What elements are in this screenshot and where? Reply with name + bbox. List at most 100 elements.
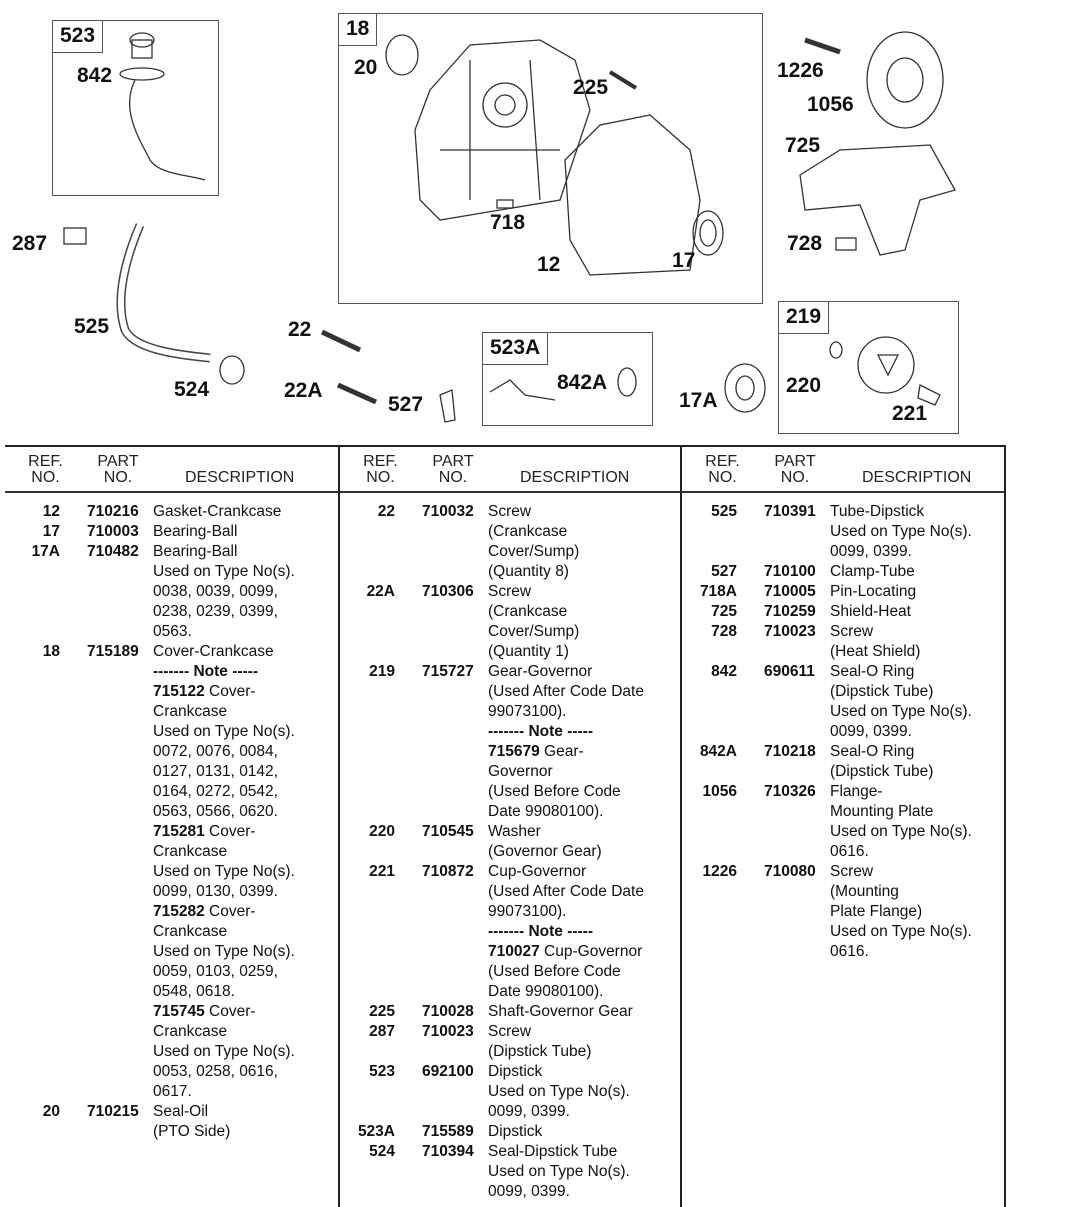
callout: 842 [77,64,113,87]
header-part-line2: NO. [780,469,810,486]
table-row: 718A 710005 Pin-Locating [682,582,1015,602]
seal-drawing [385,34,419,76]
ref-no: 728 [711,623,737,640]
description-line: (Used After Code Date [488,883,644,900]
description-line: 0616. [830,843,869,860]
table-row: 12 710216 Gasket-Crankcase [5,502,338,522]
ref-no: 221 [369,863,395,880]
description-line: Mounting Plate [830,803,934,820]
header-ref-line2: NO. [31,469,60,486]
description-line: Date 99080100). [488,803,604,820]
description-line: (Heat Shield) [830,643,921,660]
note-line: ------- Note ----- [488,723,593,740]
box-label: 523A [482,332,549,365]
description-line: 0072, 0076, 0084, [153,743,278,760]
part-no: 710028 [422,1003,474,1020]
part-no: 715589 [422,1123,474,1140]
ref-no: 1226 [702,863,737,880]
table-row: 525 710391 Tube-Dipstick Used on Type No(s)… [682,502,1015,562]
header-description: DESCRIPTION [520,469,630,486]
screw-287-drawing [63,227,87,245]
header-description: DESCRIPTION [185,469,295,486]
screw-728-drawing [835,237,857,251]
description-line: 715282 Cover- [153,903,256,920]
header-part-line1: PART [97,453,139,470]
callout: 225 [573,76,609,99]
alt-part-no: 715679 [488,743,540,760]
washer-drawing [829,341,843,359]
table-row: 22A 710306 Screw (Crankcase Cover/Sump) (Quan… [340,582,673,662]
table-row: 1056 710326 Flange- Mounting Plate Used on T… [682,782,1015,862]
screw-22-drawing [320,329,362,353]
alt-part-no: 715122 [153,683,205,700]
description-line: Dipstick [488,1123,543,1140]
description-line: (Dipstick Tube) [830,683,934,700]
part-no: 710872 [422,863,474,880]
description-line: (PTO Side) [153,1123,231,1140]
header-part-line1: PART [432,453,474,470]
description-line: 99073100). [488,903,567,920]
description-line: Date 99080100). [488,983,604,1000]
description-line: Used on Type No(s). [488,1163,630,1180]
part-no: 710215 [87,1103,139,1120]
part-no: 710023 [422,1023,474,1040]
description-line: (Used After Code Date [488,683,644,700]
callout: 287 [12,232,48,255]
description-line: (Governor Gear) [488,843,602,860]
description-line: Bearing-Ball [153,543,238,560]
alt-part-no: 715281 [153,823,205,840]
clamp-drawing [439,389,456,423]
header-part-line1: PART [774,453,816,470]
description-line: 0563, 0566, 0620. [153,803,278,820]
description-line: Crankcase [153,923,228,940]
table-rows: 12 710216 Gasket-Crankcase 17 710003 Bearing-… [5,502,338,1142]
description-line: (Used Before Code [488,783,621,800]
header-ref-line1: REF. [363,453,398,470]
description-line: Used on Type No(s). [153,563,295,580]
ref-no: 527 [711,563,737,580]
table-column-2: REF. NO. PART NO. DESCRIPTION 22 710032 Screw (C… [338,447,673,1207]
description-line: (Mounting [830,883,899,900]
table-row: 18 715189 Cover-Crankcase ------- Note ----… [5,642,338,1102]
ref-no: 22 [377,503,395,520]
note-line: ------- Note ----- [488,923,593,940]
screw-1226-drawing [804,37,841,55]
alt-part-no: 715282 [153,903,205,920]
governor-gear-drawing [857,336,915,394]
description-line: 0099, 0130, 0399. [153,883,278,900]
header-ref-line1: REF. [705,453,740,470]
description-line: Washer [488,823,541,840]
table-row: 17 710003 Bearing-Ball [5,522,338,542]
description-line: 0053, 0258, 0616, [153,1063,278,1080]
description-line: 0548, 0618. [153,983,235,1000]
ref-no: 725 [711,603,737,620]
description-line: 710027 Cup-Governor [488,943,643,960]
part-no: 710394 [422,1143,474,1160]
ref-no: 718A [699,583,737,600]
callout: 17A [679,389,718,412]
ref-no: 220 [369,823,395,840]
part-no: 692100 [422,1063,474,1080]
description-line: Tube-Dipstick [830,503,925,520]
box-18: 18 [338,13,763,304]
callout: 22 [288,318,312,341]
description-line: (Crankcase [488,523,568,540]
description-line: Screw [488,583,532,600]
callout: 12 [537,253,561,276]
description-line: (Used Before Code [488,963,621,980]
description-line: 715679 Gear- [488,743,584,760]
description-line: Used on Type No(s). [830,823,972,840]
callout: 220 [786,374,822,397]
part-no: 710032 [422,503,474,520]
description-line: 0238, 0239, 0399, [153,603,278,620]
description-line: 0563. [153,623,192,640]
part-no: 710003 [87,523,139,540]
ref-no: 20 [42,1103,60,1120]
callout: 524 [174,378,210,401]
flange-drawing [866,31,944,129]
description-line: 0164, 0272, 0542, [153,783,278,800]
pin-drawing [496,199,514,209]
box-label: 219 [778,301,830,334]
table-row: 219 715727 Gear-Governor (Used After Code D… [340,662,673,822]
description-line: 0127, 0131, 0142, [153,763,278,780]
